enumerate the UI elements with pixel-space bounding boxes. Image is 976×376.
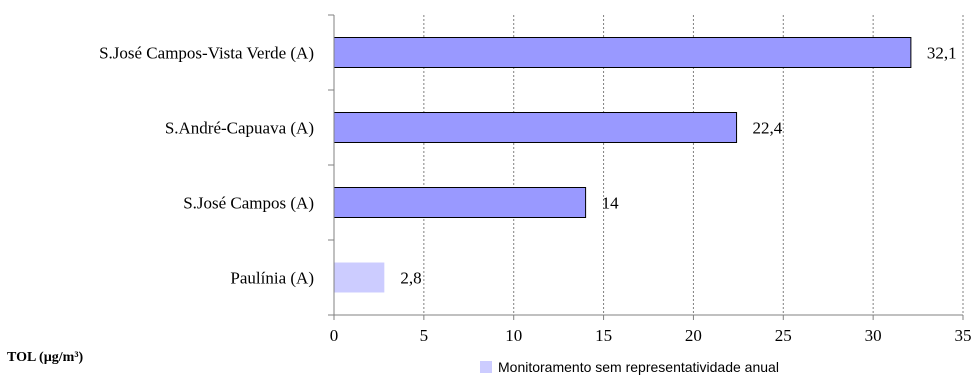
data-label: 22,4 <box>753 119 783 138</box>
x-tick-label: 30 <box>865 326 882 345</box>
data-label: 2,8 <box>400 269 421 288</box>
unit-label-text: TOL (µg/m³) <box>7 350 84 365</box>
legend-label: Monitoramento sem representatividade anu… <box>498 359 779 375</box>
x-tick-label: 25 <box>775 326 792 345</box>
x-tick-label: 5 <box>420 326 429 345</box>
legend-swatch <box>480 361 492 373</box>
category-label: S.André-Capuava (A) <box>165 119 314 138</box>
bar <box>334 113 737 143</box>
bar <box>334 188 586 218</box>
data-label: 32,1 <box>927 44 957 63</box>
x-tick-label: 20 <box>685 326 702 345</box>
category-labels: S.José Campos-Vista Verde (A) S.André-Cap… <box>99 44 314 288</box>
x-tick-label: 0 <box>330 326 339 345</box>
x-tick-label: 10 <box>505 326 522 345</box>
data-label: 14 <box>602 194 620 213</box>
category-label: S.José Campos (A) <box>183 194 314 213</box>
category-label: S.José Campos-Vista Verde (A) <box>99 44 314 63</box>
bars <box>334 38 911 293</box>
x-tick-label: 35 <box>955 326 972 345</box>
legend: Monitoramento sem representatividade anu… <box>480 359 779 375</box>
x-tick-labels: 0 5 10 15 20 25 30 35 <box>330 326 972 345</box>
x-tick-label: 15 <box>595 326 612 345</box>
bar <box>334 38 911 68</box>
x-axis-ticks <box>334 315 963 320</box>
bar <box>334 263 384 293</box>
category-label: Paulínia (A) <box>230 269 314 288</box>
unit-label: TOL (µg/m³) <box>7 350 84 365</box>
y-axis-ticks <box>328 15 334 315</box>
